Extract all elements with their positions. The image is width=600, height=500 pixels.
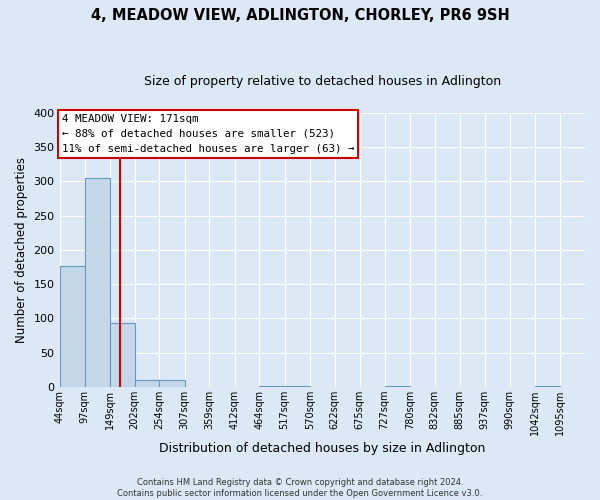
Bar	[259, 386, 284, 387]
Text: 4, MEADOW VIEW, ADLINGTON, CHORLEY, PR6 9SH: 4, MEADOW VIEW, ADLINGTON, CHORLEY, PR6 …	[91, 8, 509, 22]
Bar	[385, 386, 410, 387]
Title: Size of property relative to detached houses in Adlington: Size of property relative to detached ho…	[144, 75, 501, 88]
X-axis label: Distribution of detached houses by size in Adlington: Distribution of detached houses by size …	[159, 442, 485, 455]
Text: Contains HM Land Registry data © Crown copyright and database right 2024.
Contai: Contains HM Land Registry data © Crown c…	[118, 478, 482, 498]
Bar	[535, 386, 560, 387]
Bar	[110, 323, 135, 387]
Bar	[160, 380, 185, 387]
Text: 4 MEADOW VIEW: 171sqm
← 88% of detached houses are smaller (523)
11% of semi-det: 4 MEADOW VIEW: 171sqm ← 88% of detached …	[62, 114, 355, 154]
Bar	[59, 266, 85, 387]
Bar	[284, 386, 310, 387]
Bar	[135, 380, 160, 387]
Y-axis label: Number of detached properties: Number of detached properties	[15, 157, 28, 343]
Bar	[85, 178, 110, 387]
